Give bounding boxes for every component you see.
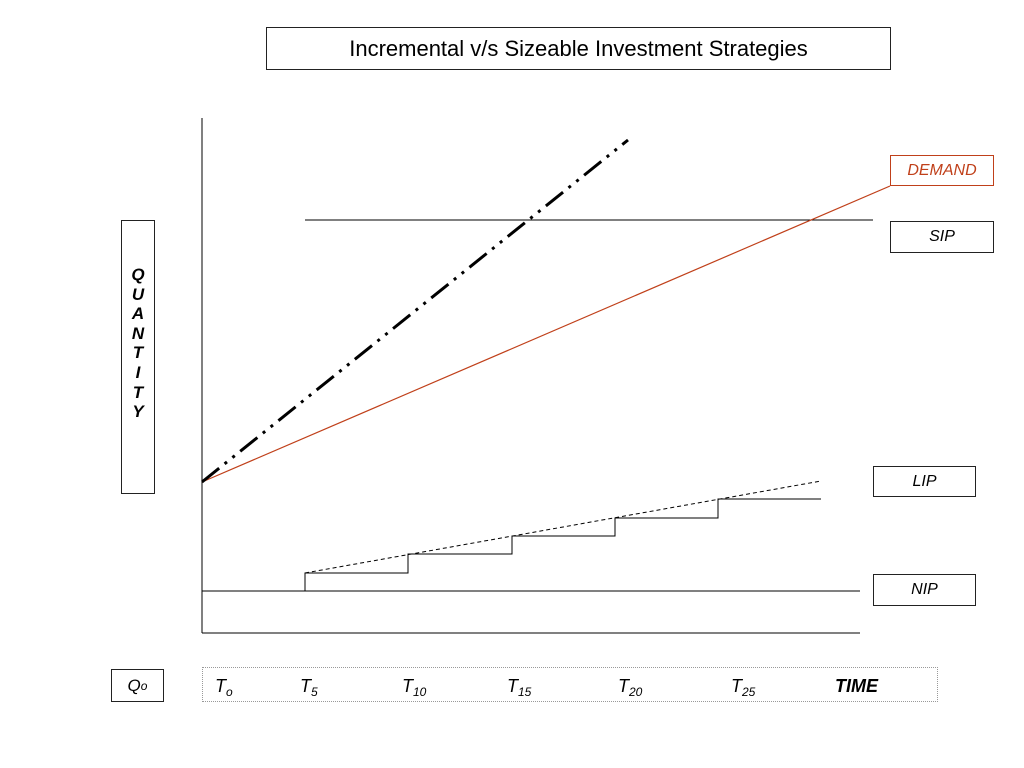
time-axis-label: TIME	[835, 676, 878, 696]
tick-sub: 25	[742, 685, 756, 699]
time-tick: T5	[300, 676, 318, 699]
time-tick: T10	[402, 676, 426, 699]
y-axis-letter: T	[132, 382, 144, 402]
tick-sub: o	[226, 685, 233, 699]
tick-sub: 15	[518, 685, 532, 699]
y-axis-letter: Q	[131, 265, 145, 284]
qo-sub: o	[140, 678, 148, 693]
tick-base: T	[507, 676, 518, 696]
y-axis-letter: Y	[132, 402, 144, 422]
y-axis-label: Q U A N T I T Y	[121, 220, 155, 494]
y-axis-letter: U	[131, 284, 145, 304]
time-tick: T25	[731, 676, 755, 699]
y-axis-letter: T	[132, 343, 144, 363]
y-axis-letter: N	[131, 323, 145, 343]
qo-base: Q	[127, 675, 141, 695]
time-tick: T15	[507, 676, 531, 699]
tick-base: T	[618, 676, 629, 696]
lip-step-line	[304, 498, 821, 591]
time-tick: T20	[618, 676, 642, 699]
y-axis-letter: I	[135, 362, 141, 382]
demand-label: DEMAND	[890, 155, 994, 186]
time-tick: To	[215, 676, 233, 699]
tick-base: T	[402, 676, 413, 696]
y-axis-letter: A	[131, 304, 145, 324]
time-axis-strip: To T5 T10 T15 T20 T25 TIME	[202, 667, 938, 702]
tick-sub: 10	[413, 685, 427, 699]
lip-trend-line	[304, 480, 822, 574]
tick-base: T	[731, 676, 742, 696]
sip-label: SIP	[890, 221, 994, 253]
chart-title: Incremental v/s Sizeable Investment Stra…	[266, 27, 891, 70]
tick-base: T	[300, 676, 311, 696]
aggressive-investment-line	[201, 138, 629, 484]
tick-base: T	[215, 676, 226, 696]
tick-sub: 20	[629, 685, 643, 699]
demand-line	[201, 185, 891, 483]
lip-label: LIP	[873, 466, 976, 497]
nip-label: NIP	[873, 574, 976, 606]
tick-sub: 5	[311, 685, 318, 699]
